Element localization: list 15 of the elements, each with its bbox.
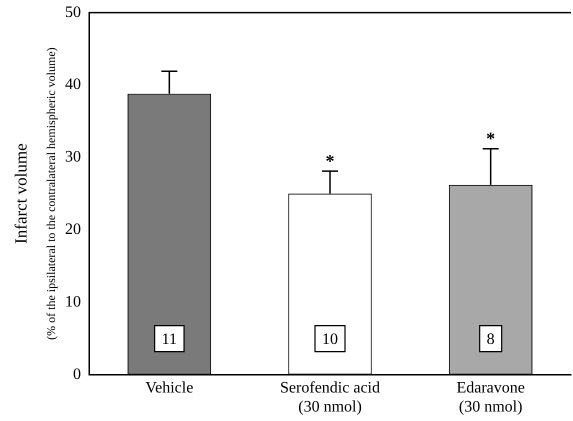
y-tick-label: 20 <box>65 221 81 238</box>
y-tick-label: 0 <box>73 366 81 383</box>
annotation: * <box>326 151 334 172</box>
y-axis-title: Infarct volume (% of the ipsilateral to the contralateral hemispheric volume) <box>11 47 58 340</box>
x-tick-label: Serofendic acid (30 nmol) <box>280 379 380 416</box>
annotation: 10 <box>322 330 338 348</box>
annotation: 11 <box>162 330 178 348</box>
annotation: * <box>486 128 496 149</box>
y-tick-label: 30 <box>65 148 81 166</box>
annotation: 8 <box>486 330 495 348</box>
x-tick-label: Vehicle <box>145 379 194 396</box>
y-tick-label: 40 <box>65 76 81 94</box>
y-tick-label: 10 <box>65 293 81 310</box>
x-tick-label: Edaravone (30 nmol) <box>456 379 525 416</box>
y-tick-label: 50 <box>65 4 81 21</box>
